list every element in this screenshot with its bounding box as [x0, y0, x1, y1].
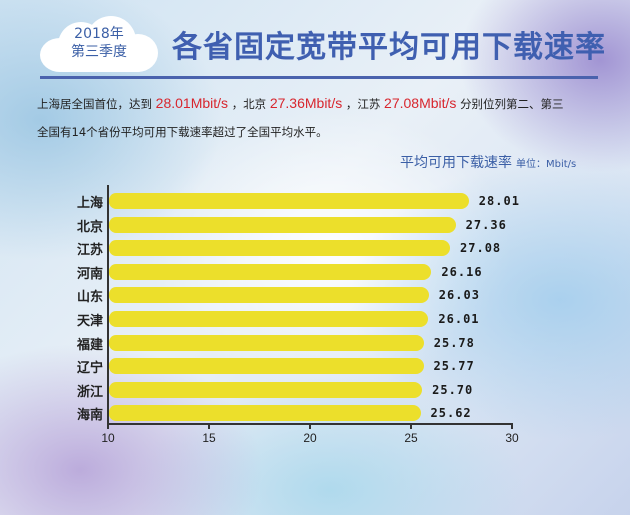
category-label: 上海 — [76, 196, 103, 211]
x-tick — [410, 423, 412, 429]
x-tick-label: 15 — [202, 431, 216, 445]
bar — [109, 334, 424, 351]
category-label: 福建 — [76, 337, 103, 353]
season-badge: 2018年 第三季度 — [40, 25, 158, 61]
value-label: 26.03 — [438, 288, 480, 303]
x-tick — [208, 423, 210, 429]
season-badge-cloud — [40, 16, 158, 72]
bar — [109, 193, 469, 209]
description-line-1: 上海居全国首位，达到 28.01Mbit/s ，北京 27.36Mbit/s ，… — [37, 95, 564, 112]
value-label: 26.16 — [441, 264, 483, 279]
value-label: 26.01 — [438, 312, 480, 326]
value-label: 28.01 — [478, 194, 520, 208]
x-tick-label: 30 — [505, 431, 519, 445]
value-label: 25.77 — [433, 359, 475, 374]
category-label: 河南 — [76, 266, 103, 282]
title-divider — [40, 76, 598, 79]
desc-text: 分别位列第二、第三 — [460, 97, 564, 111]
x-tick-label: 25 — [404, 431, 418, 445]
x-tick-label: 20 — [303, 431, 317, 445]
y-axis — [107, 185, 109, 423]
chart-unit: 单位：Mbit/s — [516, 159, 577, 170]
category-label: 天津 — [76, 314, 103, 329]
bar — [109, 263, 432, 280]
x-tick — [107, 423, 109, 429]
category-label: 辽宁 — [76, 361, 103, 377]
x-tick-label: 10 — [101, 431, 115, 445]
desc-text: ，江苏 — [345, 97, 381, 111]
category-label: 海南 — [76, 408, 103, 424]
badge-quarter: 第三季度 — [71, 44, 127, 60]
value-label: 25.62 — [430, 406, 472, 421]
chart-title: 平均可用下载速率 — [400, 155, 512, 171]
category-label: 浙江 — [76, 384, 103, 400]
value-label: 25.70 — [432, 382, 474, 397]
category-label: 江苏 — [76, 243, 103, 259]
bar — [109, 216, 456, 233]
desc-text: ，北京 — [231, 97, 267, 111]
value-label: 27.08 — [460, 241, 502, 256]
category-label: 山东 — [76, 290, 103, 306]
bar — [109, 311, 429, 327]
value-label: 25.78 — [433, 335, 475, 350]
desc-value-beijing: 27.36Mbit/s — [269, 95, 343, 111]
bar — [109, 287, 429, 304]
badge-year: 2018年 — [74, 26, 124, 42]
bar — [109, 358, 424, 375]
bar — [109, 240, 451, 257]
category-label: 北京 — [76, 219, 103, 235]
bar — [109, 381, 423, 398]
bar — [109, 405, 421, 422]
x-tick — [309, 423, 311, 429]
desc-value-shanghai: 28.01Mbit/s — [155, 95, 229, 111]
desc-text: 上海居全国首位，达到 — [37, 97, 152, 111]
description-line-2: 全国有14个省份平均可用下载速率超过了全国平均水平。 — [37, 125, 328, 139]
value-label: 27.36 — [465, 217, 507, 232]
page-title: 各省固定宽带平均可用下载速率 — [172, 30, 606, 65]
desc-value-jiangsu: 27.08Mbit/s — [384, 95, 457, 111]
x-tick — [511, 423, 513, 429]
